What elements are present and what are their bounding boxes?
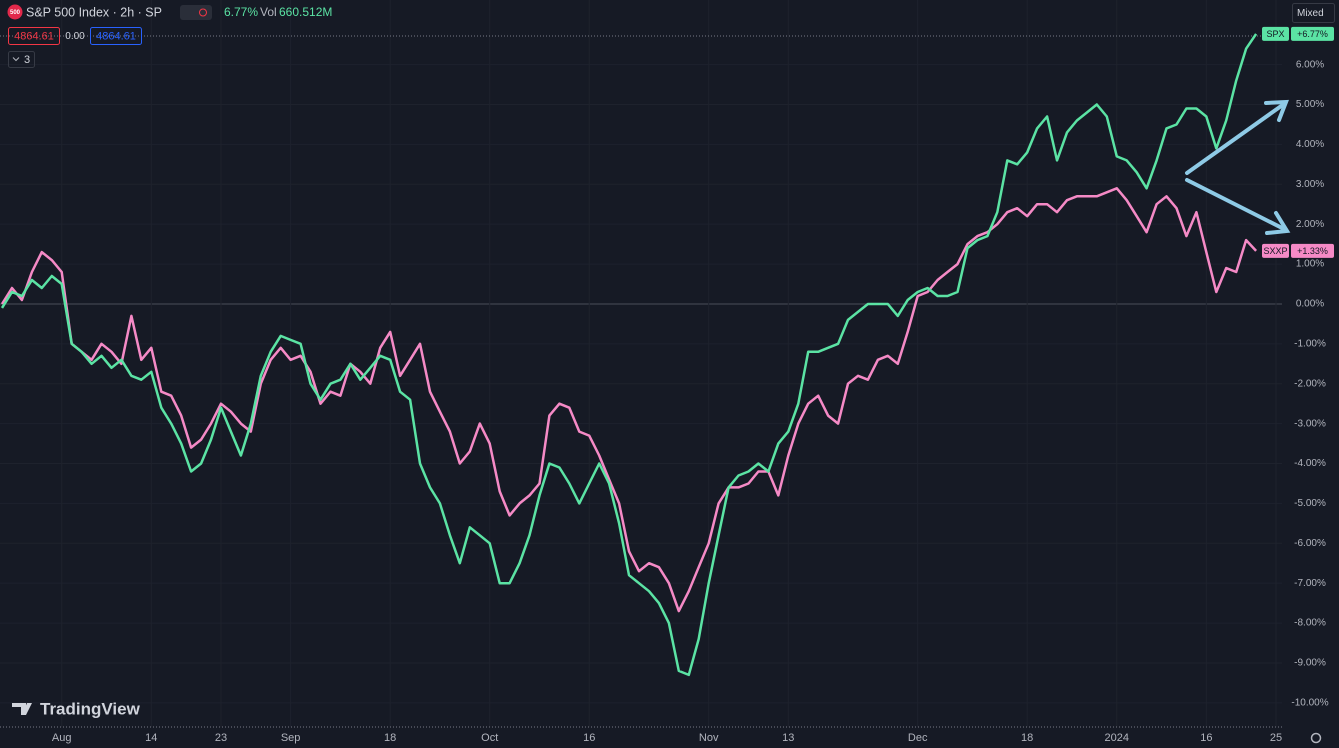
spread: 0.00 (65, 31, 85, 42)
indicators-count: 3 (24, 54, 30, 66)
plot (0, 33, 1258, 677)
x-tick-label: 23 (215, 732, 227, 744)
ask[interactable]: 4864.61 (96, 30, 136, 42)
end-value-badge (1291, 26, 1334, 41)
volume: 660.512M (279, 5, 332, 19)
x-tick-label: 16 (583, 732, 595, 744)
series-name: SXXP (1263, 246, 1287, 256)
scale-mode[interactable]: Mixed (1297, 8, 1324, 19)
visibility-toggle[interactable] (180, 5, 212, 20)
y-tick-label: 5.00% (1296, 99, 1324, 110)
y-tick-label: -7.00% (1294, 578, 1326, 589)
settings-icon[interactable] (1310, 732, 1322, 744)
y-tick-label: 2.00% (1296, 219, 1324, 230)
annotation-arrows (1185, 99, 1291, 235)
y-tick-label: -3.00% (1294, 418, 1326, 429)
x-tick-label: 2024 (1105, 732, 1129, 744)
x-tick-label: 18 (1021, 732, 1033, 744)
indicators-toggle[interactable] (8, 51, 35, 68)
y-tick-label: -4.00% (1294, 458, 1326, 469)
x-tick-label: Dec (908, 732, 928, 744)
y-tick-label: 1.00% (1296, 259, 1324, 270)
volume-label: Vol (260, 5, 277, 19)
y-tick-label: -8.00% (1294, 618, 1326, 629)
x-tick-label: 13 (782, 732, 794, 744)
chevron (12, 57, 20, 62)
symbol-icon (7, 4, 23, 20)
y-tick-label: -5.00% (1294, 498, 1326, 509)
end-value-label: +1.33% (1297, 246, 1328, 256)
x-tick-label: 25 (1270, 732, 1282, 744)
x-tick-label: 18 (384, 732, 396, 744)
y-tick-label: -9.00% (1294, 658, 1326, 669)
watermark-logo (12, 703, 32, 715)
series-line (0, 187, 1258, 613)
y-tick-label: 0.00% (1296, 299, 1324, 310)
symbol-title[interactable]: S&P 500 Index · 2h · SP (26, 5, 162, 19)
y-tick-label: -10.00% (1291, 697, 1328, 708)
bid[interactable]: 4864.61 (14, 30, 54, 42)
sell-box[interactable] (8, 27, 60, 45)
x-tick-label: Oct (481, 732, 498, 744)
grid (0, 303, 1282, 305)
y-tick-label: 3.00% (1296, 179, 1324, 190)
toggle-icon (199, 8, 207, 17)
y-tick-label: -1.00% (1294, 338, 1326, 349)
end-value-badge (1291, 243, 1334, 258)
series-name: SPX (1266, 29, 1284, 39)
change: 6.77% (224, 5, 258, 19)
x-tick-label: 16 (1200, 732, 1212, 744)
x-tick-label: Aug (52, 732, 72, 744)
scale-mode-button[interactable] (1292, 3, 1335, 23)
y-tick-label: 6.00% (1296, 59, 1324, 70)
y-tick-label: 4.00% (1296, 139, 1324, 150)
icon-text: 500 (10, 10, 21, 16)
series-name-badge (1262, 243, 1289, 258)
series-line (0, 33, 1258, 677)
y-tick-label: -2.00% (1294, 378, 1326, 389)
watermark: TradingView (40, 699, 141, 718)
end-value-label: +6.77% (1297, 29, 1328, 39)
x-tick-label: Nov (699, 732, 719, 744)
x-tick-label: Sep (281, 732, 301, 744)
buy-box[interactable] (90, 27, 142, 45)
y-tick-label: -6.00% (1294, 538, 1326, 549)
x-tick-label: 14 (145, 732, 157, 744)
series-name-badge (1262, 26, 1289, 41)
